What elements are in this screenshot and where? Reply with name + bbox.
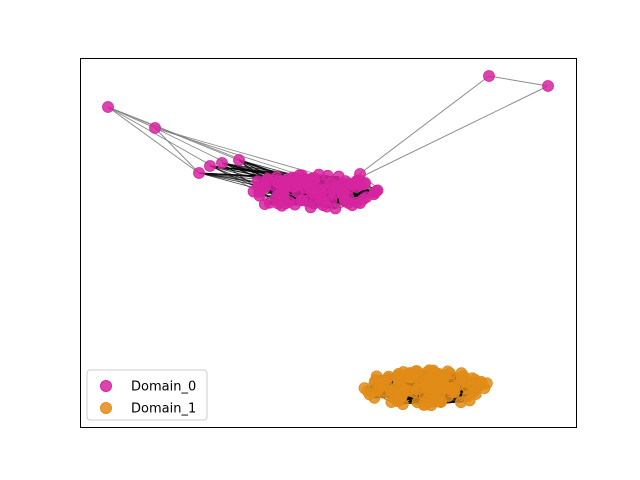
node-domain-0 xyxy=(308,172,320,184)
plot-frame xyxy=(80,58,577,428)
node-domain-0 xyxy=(149,122,161,134)
legend-label-domain-0: Domain_0 xyxy=(131,380,196,395)
node-domain-1 xyxy=(392,372,405,385)
edge xyxy=(354,85,549,181)
edge xyxy=(488,75,549,87)
edge xyxy=(344,75,490,186)
edge xyxy=(107,106,156,129)
node-domain-0 xyxy=(295,194,308,207)
node-domain-0 xyxy=(193,167,205,179)
node-domain-1 xyxy=(370,370,383,383)
node-domain-0 xyxy=(233,154,245,166)
legend-label-domain-1: Domain_1 xyxy=(131,402,196,417)
node-domain-0 xyxy=(312,192,325,205)
node-domain-0 xyxy=(357,193,370,206)
node-domain-1 xyxy=(368,391,381,404)
node-domain-0 xyxy=(542,80,554,92)
node-domain-0 xyxy=(216,157,228,169)
node-domain-0 xyxy=(351,178,364,190)
legend-box xyxy=(86,369,208,421)
node-domain-0 xyxy=(277,188,290,201)
node-domain-1 xyxy=(435,395,447,408)
node-domain-0 xyxy=(483,70,495,82)
edge xyxy=(198,172,284,197)
node-domain-0 xyxy=(251,175,264,188)
node-domain-1 xyxy=(443,367,456,380)
node-domain-0 xyxy=(280,176,292,188)
node-domain-1 xyxy=(455,371,468,384)
node-domain-0 xyxy=(354,168,366,180)
node-domain-1 xyxy=(384,384,397,397)
node-domain-1 xyxy=(421,380,433,393)
node-domain-0 xyxy=(323,188,336,201)
node-domain-0 xyxy=(204,160,216,172)
nodes-layer xyxy=(102,70,554,412)
edge xyxy=(154,127,312,180)
edge xyxy=(107,106,200,174)
node-domain-1 xyxy=(423,364,436,377)
legend-entry-domain-1: Domain_1 xyxy=(100,402,196,417)
node-domain-1 xyxy=(358,382,371,395)
node-domain-1 xyxy=(478,382,491,395)
node-domain-1 xyxy=(417,398,430,411)
legend-marker-domain-0 xyxy=(100,380,112,392)
node-domain-0 xyxy=(371,184,384,197)
node-domain-1 xyxy=(469,388,482,401)
node-domain-1 xyxy=(433,372,446,385)
node-domain-0 xyxy=(342,197,355,209)
node-domain-1 xyxy=(395,390,408,403)
node-domain-0 xyxy=(102,101,114,113)
edge xyxy=(154,127,200,174)
legend: Domain_0 Domain_1 xyxy=(86,369,208,421)
legend-marker-domain-1 xyxy=(100,402,112,414)
node-domain-1 xyxy=(407,368,419,381)
node-domain-1 xyxy=(445,383,458,396)
node-domain-0 xyxy=(332,170,345,183)
node-domain-0 xyxy=(293,169,306,182)
node-domain-0 xyxy=(321,200,333,213)
legend-entry-domain-0: Domain_0 xyxy=(100,380,196,395)
node-domain-0 xyxy=(258,198,271,211)
